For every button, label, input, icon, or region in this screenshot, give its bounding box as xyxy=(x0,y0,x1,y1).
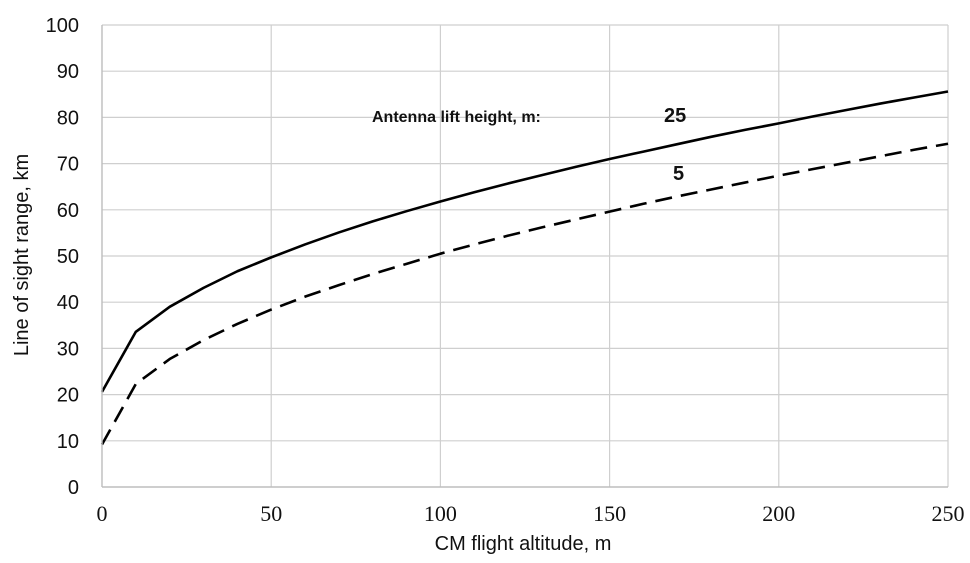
series-label-5: 5 xyxy=(673,163,684,185)
x-tick-label-200: 200 xyxy=(762,501,795,526)
y-tick-label-100: 100 xyxy=(46,15,79,37)
y-tick-label-30: 30 xyxy=(57,338,79,360)
y-tick-label-50: 50 xyxy=(57,246,79,268)
axes xyxy=(101,25,948,488)
y-tick-label-60: 60 xyxy=(57,200,79,222)
series-line-5 xyxy=(100,142,949,446)
x-tick-labels: 0 50 100 150 200 250 xyxy=(97,501,965,526)
y-tick-label-70: 70 xyxy=(57,154,79,176)
y-tick-label-20: 20 xyxy=(57,385,79,407)
grid xyxy=(102,24,949,487)
x-tick-label-250: 250 xyxy=(932,501,965,526)
series-line-25 xyxy=(100,90,949,393)
x-tick-label-150: 150 xyxy=(593,501,626,526)
x-tick-label-0: 0 xyxy=(97,501,108,526)
y-axis-title: Line of sight range, km xyxy=(11,154,33,356)
y-tick-labels: 0 10 20 30 40 50 60 70 80 90 100 xyxy=(46,15,79,499)
x-axis-title: CM flight altitude, m xyxy=(435,533,612,555)
annotation-antenna-lift-height: Antenna lift height, m: xyxy=(372,109,541,126)
y-tick-label-0: 0 xyxy=(68,477,79,499)
y-tick-label-80: 80 xyxy=(57,107,79,129)
y-tick-label-90: 90 xyxy=(57,61,79,83)
series-lines xyxy=(100,90,949,446)
x-tick-label-100: 100 xyxy=(424,501,457,526)
series-label-25: 25 xyxy=(664,105,686,127)
x-tick-label-50: 50 xyxy=(260,501,282,526)
y-tick-label-40: 40 xyxy=(57,292,79,314)
y-tick-label-10: 10 xyxy=(57,431,79,453)
